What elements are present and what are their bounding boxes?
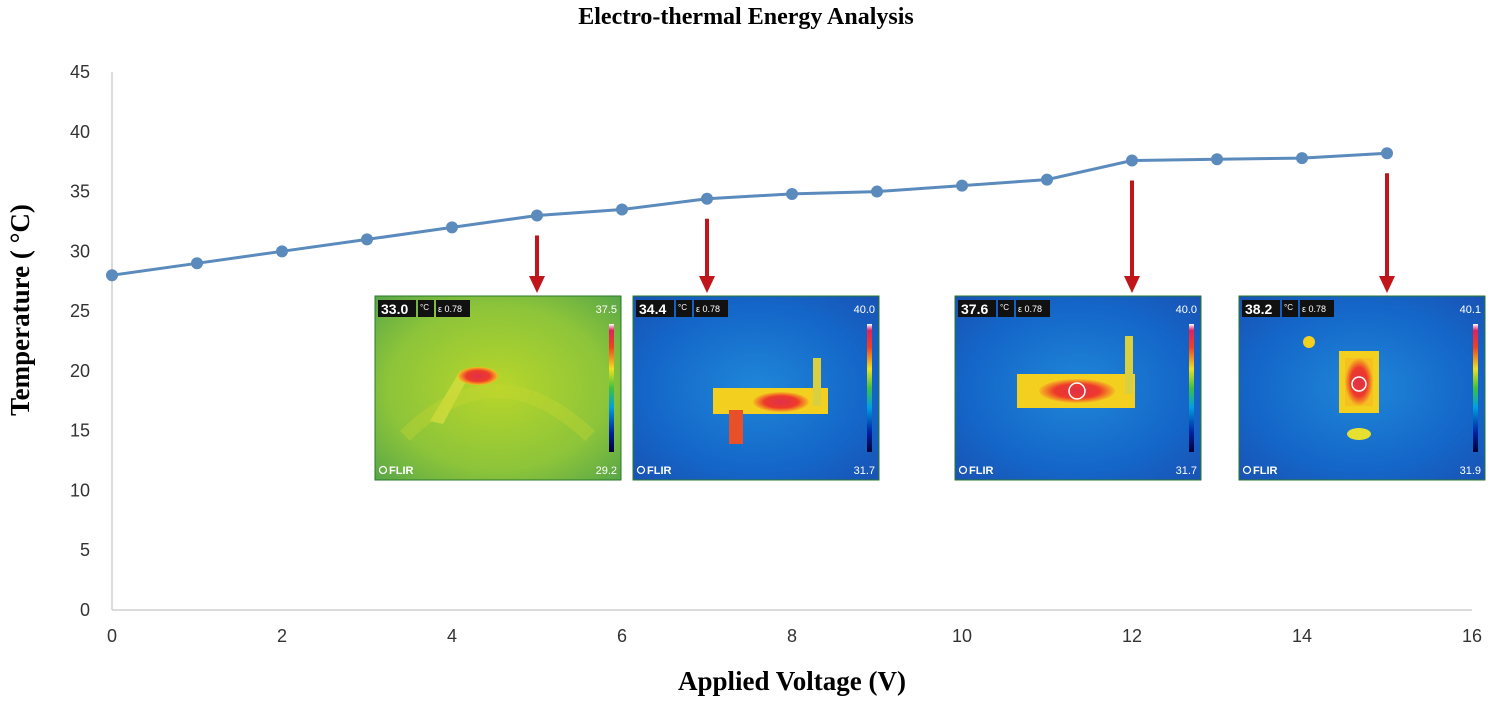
x-tick-label: 6 — [617, 626, 627, 646]
x-tick-label: 12 — [1122, 626, 1142, 646]
x-tick-labels: 0 2 4 6 8 10 12 14 16 — [107, 626, 1482, 646]
thermal-image-1: 33.0 °C ε 0.78 37.5 29.2 FLIR — [374, 235, 622, 481]
x-tick-label: 16 — [1462, 626, 1482, 646]
flir-logo: FLIR — [647, 465, 671, 477]
temperature-unit: °C — [1000, 303, 1009, 312]
x-tick-label: 0 — [107, 626, 117, 646]
y-axis-label: Temperature ( °C) — [5, 204, 35, 416]
pointer-arrow — [699, 218, 715, 293]
temperature-reading: 38.2 — [1245, 301, 1272, 317]
pointer-arrow — [1379, 173, 1395, 293]
pointer-arrow — [529, 235, 545, 293]
data-point — [276, 245, 288, 258]
data-point — [446, 221, 458, 234]
data-point — [786, 187, 798, 200]
color-scale-bar — [867, 324, 872, 452]
x-axis: 0 2 4 6 8 10 12 14 16 Applied Voltage (V) — [107, 609, 1482, 696]
scale-max-label: 40.0 — [854, 304, 875, 316]
temperature-reading: 33.0 — [381, 301, 408, 317]
data-point — [956, 179, 968, 192]
flir-logo: FLIR — [1253, 465, 1277, 477]
y-tick-label: 15 — [70, 421, 90, 441]
y-tick-label: 10 — [70, 480, 90, 500]
flir-logo-icon — [958, 465, 968, 475]
thermal-background — [374, 295, 622, 481]
thermal-image-2: 34.4 °C ε 0.78 40.0 31.7 FLIR — [632, 218, 880, 481]
emissivity-label: ε 0.78 — [1018, 304, 1042, 314]
flir-logo-icon — [378, 465, 388, 475]
scale-max-label: 37.5 — [596, 304, 617, 316]
color-scale-bar — [1473, 324, 1478, 452]
data-point — [191, 257, 203, 270]
chart-title: Electro-thermal Energy Analysis — [578, 4, 914, 30]
data-point — [1041, 173, 1053, 186]
data-point — [1211, 153, 1223, 166]
data-point — [1296, 152, 1308, 165]
data-point — [701, 192, 713, 205]
temperature-reading: 37.6 — [961, 301, 988, 317]
emissivity-label: ε 0.78 — [438, 304, 462, 314]
temperature-unit: °C — [678, 303, 687, 312]
pointer-arrow — [1124, 180, 1140, 293]
scale-max-label: 40.1 — [1460, 304, 1481, 316]
flir-logo: FLIR — [389, 465, 413, 477]
y-tick-label: 30 — [70, 241, 90, 261]
series-temperature — [106, 147, 1393, 282]
data-point — [871, 185, 883, 198]
x-tick-label: 10 — [952, 626, 972, 646]
temperature-unit: °C — [420, 303, 429, 312]
y-tick-label: 35 — [70, 182, 90, 202]
data-point — [361, 233, 373, 246]
thermal-image-4: 38.2 °C ε 0.78 40.1 31.9 FLIR — [1238, 173, 1486, 481]
flir-logo-icon — [1242, 465, 1252, 475]
data-point — [1381, 147, 1393, 160]
scale-max-label: 40.0 — [1176, 304, 1197, 316]
scale-min-label: 29.2 — [596, 465, 617, 477]
emissivity-label: ε 0.78 — [696, 304, 720, 314]
emissivity-label: ε 0.78 — [1302, 304, 1326, 314]
thermal-image-3: 37.6 °C ε 0.78 40.0 31.7 FLIR — [954, 180, 1202, 481]
x-tick-label: 4 — [447, 626, 457, 646]
color-scale-bar — [1189, 324, 1194, 452]
data-point — [616, 203, 628, 216]
data-point — [531, 209, 543, 222]
x-tick-label: 2 — [277, 626, 287, 646]
y-tick-label: 25 — [70, 301, 90, 321]
scale-min-label: 31.7 — [854, 465, 875, 477]
y-tick-label: 20 — [70, 361, 90, 381]
flir-logo-icon — [636, 465, 646, 475]
thermal-images: 33.0 °C ε 0.78 37.5 29.2 FLIR 34.4 °C ε 0.78 40.0… — [374, 173, 1486, 481]
scale-min-label: 31.7 — [1176, 465, 1197, 477]
temperature-unit: °C — [1284, 303, 1293, 312]
y-tick-label: 40 — [70, 122, 90, 142]
y-axis: 0 5 10 15 20 25 30 35 40 45 Temperature ( °C) — [5, 62, 113, 620]
flir-logo: FLIR — [969, 465, 993, 477]
x-axis-label: Applied Voltage (V) — [678, 666, 906, 696]
y-tick-label: 5 — [80, 540, 90, 560]
scale-min-label: 31.9 — [1460, 465, 1481, 477]
color-scale-bar — [609, 324, 614, 452]
x-tick-label: 8 — [787, 626, 797, 646]
y-tick-label: 0 — [80, 600, 90, 620]
data-point — [106, 269, 118, 282]
y-tick-label: 45 — [70, 62, 90, 82]
x-tick-label: 14 — [1292, 626, 1312, 646]
y-tick-labels: 0 5 10 15 20 25 30 35 40 45 — [70, 62, 90, 620]
series-line — [111, 151, 1388, 277]
data-point — [1126, 154, 1138, 167]
temperature-reading: 34.4 — [639, 301, 666, 317]
